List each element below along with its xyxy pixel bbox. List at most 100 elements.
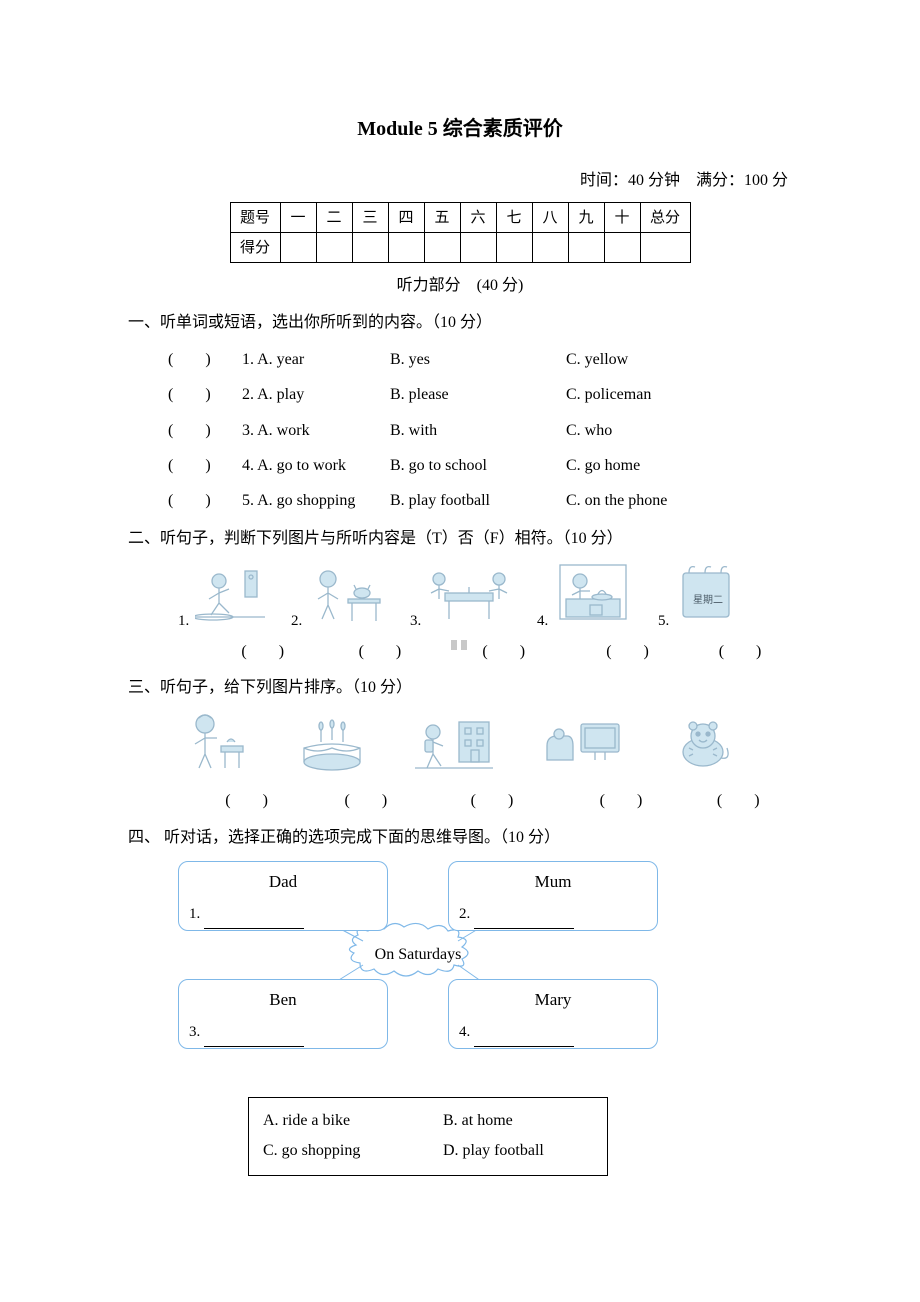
score-blank[interactable] xyxy=(460,233,496,263)
score-blank[interactable] xyxy=(496,233,532,263)
pic-item-1: 1. xyxy=(178,565,265,636)
mc-row: ( ) 5. A. go shopping B. play football C… xyxy=(128,483,792,518)
section-4-options: A. ride a bike B. at home C. go shopping… xyxy=(248,1097,608,1176)
score-label-0: 题号 xyxy=(230,203,280,233)
girl-phone-icon xyxy=(183,710,249,785)
col-10: 十 xyxy=(604,203,640,233)
answer-blank[interactable]: ( ) xyxy=(557,786,684,816)
answer-blank[interactable]: ( ) xyxy=(188,786,305,816)
mc-num-a: 4. A. go to work xyxy=(242,448,390,483)
mc-opt-c: C. who xyxy=(566,413,742,448)
mc-num-a: 2. A. play xyxy=(242,377,390,412)
mm-answer-1[interactable]: 1. xyxy=(189,900,377,929)
pic-num: 3. xyxy=(410,607,421,636)
score-blank[interactable] xyxy=(316,233,352,263)
opt-c: C. go shopping xyxy=(263,1136,443,1166)
kitchen-cooking-icon xyxy=(554,561,632,636)
mc-opt-b: B. go to school xyxy=(390,448,566,483)
pic-num: 5. xyxy=(658,607,669,636)
mc-opt-c: C. yellow xyxy=(566,342,742,377)
score-blank[interactable] xyxy=(568,233,604,263)
answer-blank[interactable]: ( ) xyxy=(206,637,319,667)
mm-name: Dad xyxy=(189,866,377,898)
pic-num: 4. xyxy=(537,607,548,636)
mc-opt-c: C. go home xyxy=(566,448,742,483)
opt-row: C. go shopping D. play football xyxy=(263,1136,593,1166)
mindmap-center-label: On Saturdays xyxy=(343,935,493,975)
score-blank[interactable] xyxy=(532,233,568,263)
col-3: 三 xyxy=(352,203,388,233)
mind-map: Dad 1. Mum 2. Ben 3. Mary 4. On Saturday… xyxy=(138,861,668,1081)
mc-row: ( ) 2. A. play B. please C. policeman xyxy=(128,377,792,412)
section-1-head: 一、听单词或短语，选出你所听到的内容。（10 分） xyxy=(128,308,792,338)
listening-section-title: 听力部分 (40 分) xyxy=(128,271,792,301)
mc-row: ( ) 1. A. year B. yes C. yellow xyxy=(128,342,792,377)
col-7: 七 xyxy=(496,203,532,233)
pingpong-icon xyxy=(427,565,511,636)
answer-blank[interactable]: ( ) xyxy=(426,786,557,816)
pic-item-5: 5. 星期二 xyxy=(658,561,737,636)
mm-answer-4[interactable]: 4. xyxy=(459,1018,647,1047)
mm-answer-3[interactable]: 3. xyxy=(189,1018,377,1047)
pic-item-2: 2. xyxy=(291,565,384,636)
mindmap-box-dad: Dad 1. xyxy=(178,861,388,931)
mm-answer-2[interactable]: 2. xyxy=(459,900,647,929)
time-score-meta: 时间：40 分钟 满分：100 分 xyxy=(128,166,792,196)
tiger-icon xyxy=(671,718,735,785)
score-table-blank-row: 得分 xyxy=(230,233,690,263)
pic-item-4: 4. xyxy=(537,561,632,636)
score-table-header-row: 题号 一 二 三 四 五 六 七 八 九 十 总分 xyxy=(230,203,690,233)
col-9: 九 xyxy=(568,203,604,233)
col-2: 二 xyxy=(316,203,352,233)
score-blank[interactable] xyxy=(280,233,316,263)
calendar-tuesday-icon: 星期二 xyxy=(675,561,737,636)
mindmap-box-ben: Ben 3. xyxy=(178,979,388,1049)
mindmap-box-mum: Mum 2. xyxy=(448,861,658,931)
score-blank[interactable] xyxy=(352,233,388,263)
answer-blank[interactable]: ( ) xyxy=(168,413,242,448)
mc-num-a: 5. A. go shopping xyxy=(242,483,390,518)
col-total: 总分 xyxy=(640,203,690,233)
answer-blank[interactable]: ( ) xyxy=(688,637,792,667)
pic-num: 1. xyxy=(178,607,189,636)
mm-name: Mary xyxy=(459,984,647,1016)
mindmap-box-mary: Mary 4. xyxy=(448,979,658,1049)
mc-opt-b: B. yes xyxy=(390,342,566,377)
mc-opt-b: B. with xyxy=(390,413,566,448)
answer-blank[interactable]: ( ) xyxy=(305,786,426,816)
answer-blank[interactable]: ( ) xyxy=(168,377,242,412)
tv-sofa-icon xyxy=(541,716,623,785)
opt-b: B. at home xyxy=(443,1106,513,1136)
mc-row: ( ) 4. A. go to work B. go to school C. … xyxy=(128,448,792,483)
col-6: 六 xyxy=(460,203,496,233)
mc-num-a: 3. A. work xyxy=(242,413,390,448)
score-table: 题号 一 二 三 四 五 六 七 八 九 十 总分 得分 xyxy=(230,202,691,263)
answer-blank[interactable]: ( ) xyxy=(319,637,440,667)
mm-name: Mum xyxy=(459,866,647,898)
mc-row: ( ) 3. A. work B. with C. who xyxy=(128,413,792,448)
col-1: 一 xyxy=(280,203,316,233)
section-3-head: 三、听句子，给下列图片排序。（10 分） xyxy=(128,673,792,703)
score-blank[interactable] xyxy=(424,233,460,263)
opt-d: D. play football xyxy=(443,1136,544,1166)
score-blank[interactable] xyxy=(388,233,424,263)
section-1-body: ( ) 1. A. year B. yes C. yellow ( ) 2. A… xyxy=(128,342,792,518)
mc-num-a: 1. A. year xyxy=(242,342,390,377)
score-total-blank[interactable] xyxy=(640,233,690,263)
svg-text:星期二: 星期二 xyxy=(693,594,723,606)
section-3-blanks: ( ) ( ) ( ) ( ) ( ) xyxy=(128,786,792,816)
score-blank[interactable] xyxy=(604,233,640,263)
section-2-pics: 1. 2. 3. xyxy=(128,561,792,636)
answer-blank[interactable]: ( ) xyxy=(168,342,242,377)
answer-blank[interactable]: ( ) xyxy=(685,786,793,816)
opt-a: A. ride a bike xyxy=(263,1106,443,1136)
pic-item-3: 3. xyxy=(410,565,511,636)
section-2-head: 二、听句子，判断下列图片与所听内容是（T）否（F）相符。（10 分） xyxy=(128,524,792,554)
page-indicator-icon xyxy=(451,640,469,650)
answer-blank[interactable]: ( ) xyxy=(567,637,688,667)
pic-num: 2. xyxy=(291,607,302,636)
answer-blank[interactable]: ( ) xyxy=(168,448,242,483)
answer-blank[interactable]: ( ) xyxy=(168,483,242,518)
mc-opt-c: C. on the phone xyxy=(566,483,742,518)
section-3-pics xyxy=(128,710,792,785)
